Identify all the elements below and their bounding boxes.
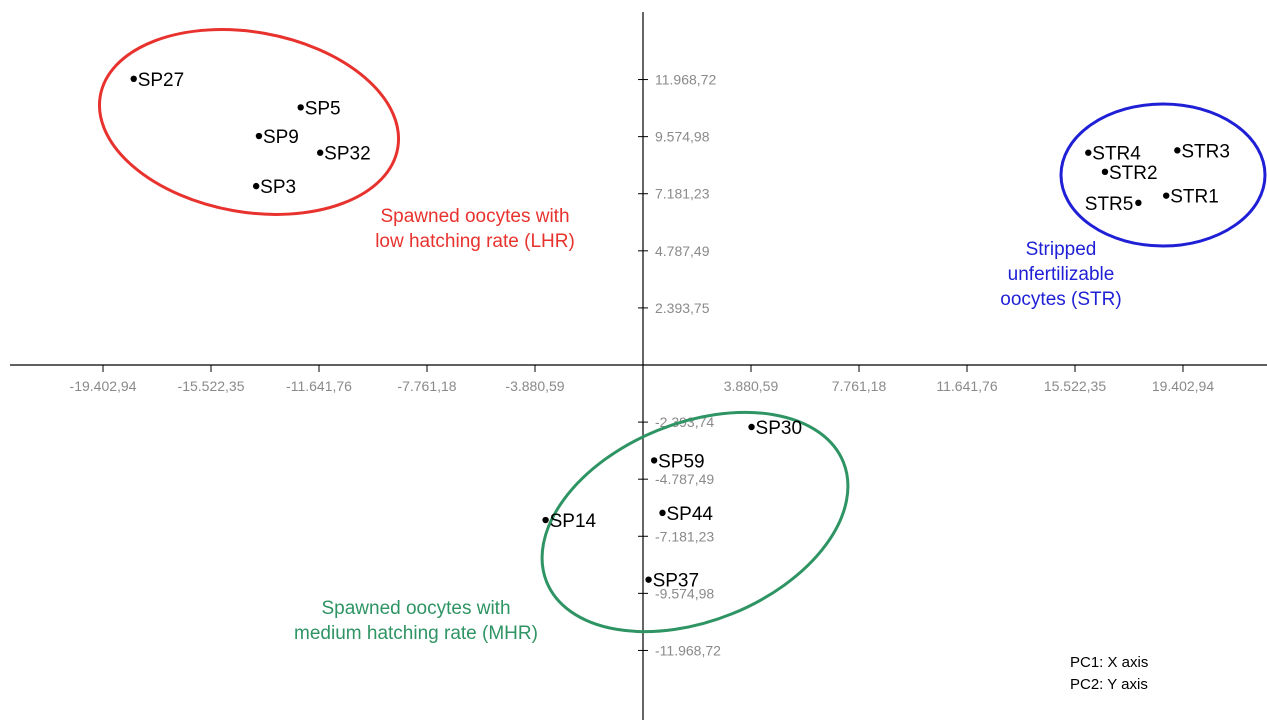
point-label-sp14: SP14	[550, 511, 597, 532]
point-label-sp59: SP59	[658, 451, 704, 472]
point-label-str1: STR1	[1170, 187, 1219, 208]
point-label-sp5: SP5	[305, 98, 341, 119]
data-point-sp32	[316, 149, 324, 156]
x-tick-label: -11.641,76	[286, 378, 352, 394]
point-label-sp9: SP9	[263, 127, 299, 148]
point-label-str5: STR5	[1085, 194, 1134, 215]
y-tick-label: 2.393,75	[655, 300, 710, 316]
group-ellipses	[97, 28, 1267, 634]
point-label-sp27: SP27	[138, 70, 184, 91]
point-label-sp32: SP32	[324, 144, 370, 165]
lhr-ellipse	[97, 28, 401, 216]
x-tick-label: 11.641,76	[936, 378, 997, 394]
x-axis-note: PC1: X axis	[1070, 654, 1148, 671]
data-point-sp37	[645, 576, 652, 583]
data-point-sp5	[297, 104, 304, 111]
data-point-sp14	[542, 516, 549, 524]
group-labels: Spawned oocytes with low hatching rate (L…	[294, 206, 1122, 644]
lhr-group-label: Spawned oocytes with low hatching rate (L…	[375, 206, 575, 252]
axis-notes: PC1: X axis PC2: Y axis	[1070, 654, 1148, 693]
point-label-sp44: SP44	[666, 504, 713, 525]
y-tick-label: 11.968,72	[655, 72, 716, 88]
data-point-sp30	[748, 423, 755, 431]
mhr-group-label: Spawned oocytes with medium hatching rate…	[294, 598, 538, 644]
y-tick-label: 9.574,98	[655, 129, 710, 145]
x-tick-label: -19.402,94	[70, 378, 137, 394]
point-label-str2: STR2	[1109, 163, 1158, 184]
point-label-str4: STR4	[1092, 144, 1141, 165]
data-point-str5	[1135, 199, 1142, 207]
x-tick-label: 19.402,94	[1152, 378, 1214, 394]
data-point-str1	[1163, 192, 1170, 199]
mhr-ellipse	[540, 410, 850, 634]
data-points: SP27 SP5 SP9 SP32 SP3 SP30 SP59 SP14 SP44 SP37 STR…	[130, 70, 1230, 592]
str-group-label: Stripped unfertilizable oocytes (STR)	[1000, 239, 1121, 310]
data-point-sp59	[650, 457, 658, 464]
y-axis-note: PC2: Y axis	[1070, 676, 1148, 693]
point-label-sp30: SP30	[756, 418, 802, 439]
x-tick-label: 3.880,59	[724, 378, 779, 394]
axes: -19.402,94 -15.522,35 -11.641,76 -7.761,18 -…	[10, 12, 1267, 720]
str-ellipse	[1059, 102, 1267, 248]
x-tick-label: 15.522,35	[1044, 378, 1106, 394]
data-point-str4	[1085, 149, 1092, 156]
y-tick-label: -9.574,98	[655, 585, 714, 601]
data-point-sp3	[252, 182, 260, 190]
x-tick-label: -15.522,35	[178, 378, 245, 394]
y-tick-label: 4.787,49	[655, 243, 710, 259]
x-tick-label: -7.761,18	[397, 378, 456, 394]
point-label-sp37: SP37	[653, 571, 699, 592]
y-tick-label: -7.181,23	[655, 528, 714, 544]
data-point-str3	[1174, 147, 1181, 154]
data-point-sp27	[130, 75, 137, 83]
x-tick-label: -3.880,59	[505, 378, 564, 394]
y-tick-label: 7.181,23	[655, 186, 710, 202]
data-point-sp44	[659, 509, 666, 517]
x-tick-label: 7.761,18	[832, 378, 887, 394]
point-label-sp3: SP3	[260, 177, 296, 198]
data-point-sp9	[255, 132, 263, 140]
y-tick-label: -4.787,49	[655, 471, 714, 487]
y-tick-label: -11.968,72	[655, 642, 721, 658]
data-point-str2	[1101, 168, 1109, 176]
point-label-str3: STR3	[1181, 141, 1230, 162]
